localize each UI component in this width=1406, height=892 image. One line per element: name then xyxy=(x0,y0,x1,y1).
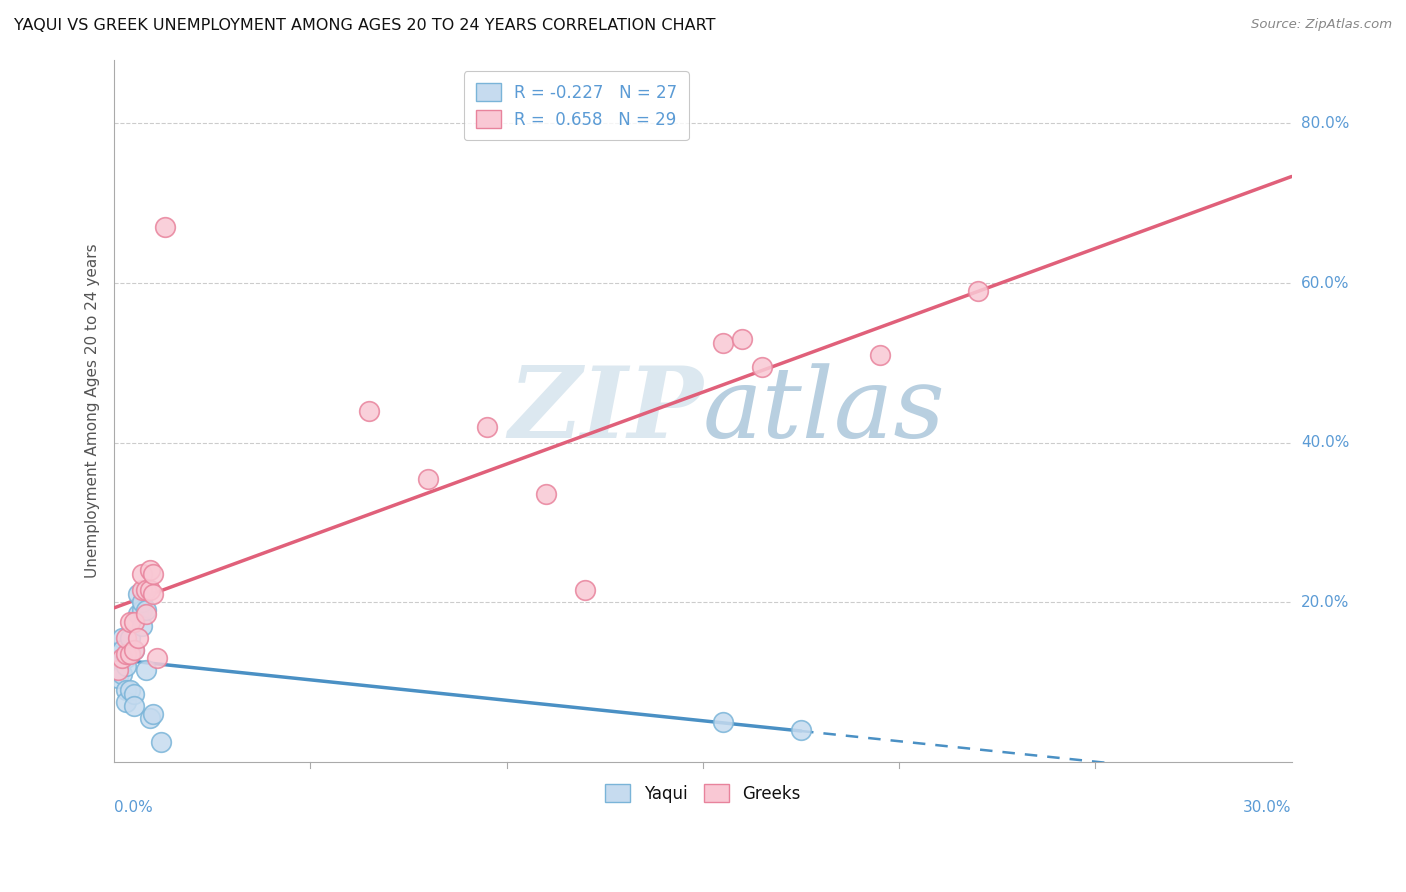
Text: atlas: atlas xyxy=(703,363,946,458)
Y-axis label: Unemployment Among Ages 20 to 24 years: Unemployment Among Ages 20 to 24 years xyxy=(86,244,100,578)
Text: ZIP: ZIP xyxy=(508,362,703,459)
Point xyxy=(122,615,145,629)
Point xyxy=(131,567,153,582)
Point xyxy=(138,563,160,577)
Point xyxy=(131,595,153,609)
Point xyxy=(118,683,141,698)
Point xyxy=(111,651,134,665)
Point xyxy=(115,631,138,645)
Point xyxy=(534,487,557,501)
Point xyxy=(135,663,157,677)
Point xyxy=(475,419,498,434)
Point xyxy=(118,647,141,661)
Point xyxy=(118,615,141,629)
Point xyxy=(122,643,145,657)
Point xyxy=(418,471,440,485)
Text: 60.0%: 60.0% xyxy=(1301,276,1350,291)
Point xyxy=(115,651,138,665)
Point xyxy=(138,583,160,598)
Point xyxy=(131,603,153,617)
Text: 0.0%: 0.0% xyxy=(114,800,153,815)
Point xyxy=(115,659,138,673)
Point xyxy=(138,711,160,725)
Legend: Yaqui, Greeks: Yaqui, Greeks xyxy=(599,778,807,810)
Point xyxy=(711,714,734,729)
Point xyxy=(142,567,165,582)
Point xyxy=(131,619,153,633)
Point xyxy=(966,284,988,298)
Point xyxy=(111,667,134,681)
Point xyxy=(142,587,165,601)
Point xyxy=(142,706,165,721)
Point xyxy=(790,723,813,737)
Point xyxy=(122,698,145,713)
Point xyxy=(869,348,891,362)
Point xyxy=(107,663,129,677)
Point xyxy=(111,631,134,645)
Point xyxy=(127,631,149,645)
Point xyxy=(127,607,149,622)
Point xyxy=(135,583,157,598)
Point xyxy=(111,643,134,657)
Point xyxy=(107,647,129,661)
Point xyxy=(150,735,173,749)
Text: Source: ZipAtlas.com: Source: ZipAtlas.com xyxy=(1251,18,1392,31)
Point xyxy=(574,583,596,598)
Point xyxy=(115,647,138,661)
Point xyxy=(146,651,169,665)
Text: YAQUI VS GREEK UNEMPLOYMENT AMONG AGES 20 TO 24 YEARS CORRELATION CHART: YAQUI VS GREEK UNEMPLOYMENT AMONG AGES 2… xyxy=(14,18,716,33)
Point xyxy=(359,403,381,417)
Point xyxy=(115,683,138,698)
Point xyxy=(751,359,773,374)
Text: 40.0%: 40.0% xyxy=(1301,435,1350,450)
Point xyxy=(122,687,145,701)
Point xyxy=(115,695,138,709)
Text: 80.0%: 80.0% xyxy=(1301,116,1350,131)
Point xyxy=(155,220,177,235)
Point xyxy=(131,583,153,598)
Point xyxy=(107,671,129,685)
Point xyxy=(135,607,157,622)
Point xyxy=(711,335,734,350)
Text: 30.0%: 30.0% xyxy=(1243,800,1292,815)
Point xyxy=(118,631,141,645)
Text: 20.0%: 20.0% xyxy=(1301,595,1350,610)
Point xyxy=(135,603,157,617)
Point xyxy=(127,587,149,601)
Point xyxy=(731,332,754,346)
Point xyxy=(122,643,145,657)
Point xyxy=(118,643,141,657)
